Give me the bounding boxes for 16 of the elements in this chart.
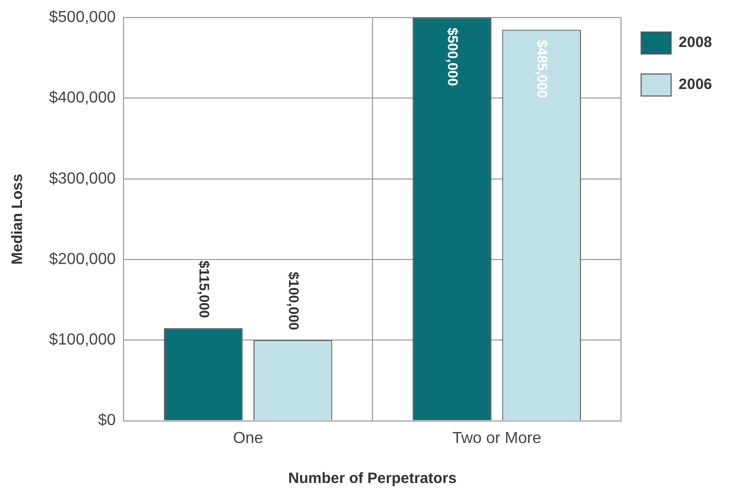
- y-tick-label: $500,000: [49, 9, 116, 26]
- data-label: $485,000: [534, 40, 551, 98]
- y-tick-label: $300,000: [49, 170, 116, 188]
- x-tick-label: One: [232, 430, 264, 447]
- y-tick-label: $200,000: [49, 250, 116, 268]
- data-label: $115,000: [196, 260, 212, 318]
- y-tick-label: $400,000: [49, 90, 116, 107]
- y-tick-label: $0: [98, 412, 116, 430]
- legend-label: 2008: [678, 34, 712, 52]
- legend-label: 2006: [678, 76, 712, 94]
- data-label: $500,000: [445, 28, 462, 86]
- y-axis-title: Median Loss: [9, 174, 26, 265]
- x-tick-label: Two or More: [452, 430, 542, 447]
- y-tick-label: $100,000: [49, 332, 116, 349]
- data-label: $100,000: [286, 272, 302, 330]
- x-axis-title: Number of Perpetrators: [288, 470, 457, 488]
